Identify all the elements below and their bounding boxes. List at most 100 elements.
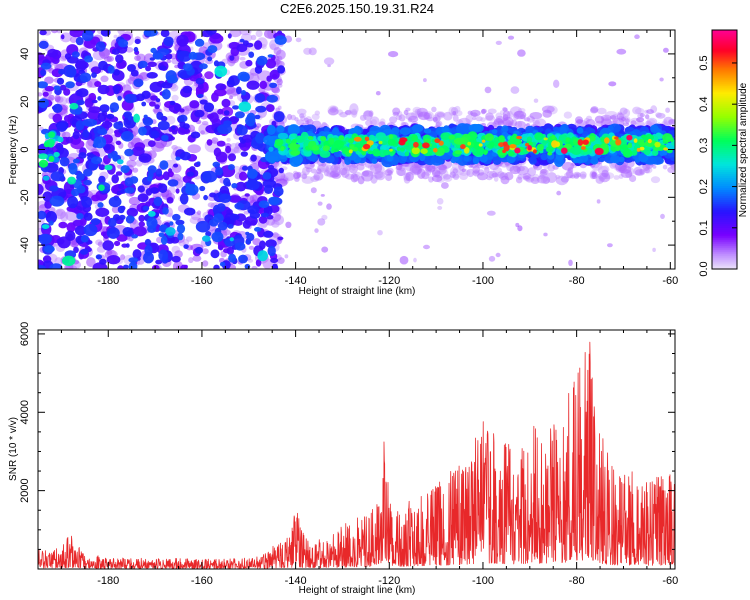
spectrogram-cell <box>256 55 268 66</box>
x-tick-label: -60 <box>662 575 678 587</box>
spectrogram-cell <box>217 124 233 135</box>
spectrogram-cell <box>509 144 517 149</box>
spectrogram-cell <box>653 146 659 151</box>
snr-series-line <box>38 341 675 569</box>
spectrogram-cell <box>117 30 125 35</box>
spectrogram-cell <box>265 239 277 248</box>
spectrogram-heatmap <box>38 30 675 269</box>
spectrogram-cell <box>259 240 266 250</box>
spectrogram-cell <box>218 245 224 251</box>
spectrogram-cell <box>122 227 133 237</box>
spectrogram-cell <box>196 161 201 165</box>
spectrogram-cell <box>259 80 268 90</box>
spectrogram-cell <box>403 109 409 116</box>
spectrogram-cell <box>372 148 381 157</box>
spectrogram-cell <box>366 140 374 146</box>
spectrogram-cell <box>430 155 444 166</box>
colorbar-step <box>712 83 737 87</box>
spectrogram-cell <box>125 243 130 248</box>
spectrogram-cell <box>117 159 124 165</box>
spectrogram-cell <box>268 196 280 205</box>
spectrogram-cell <box>475 116 483 122</box>
spectrogram-cell <box>547 163 555 172</box>
spectrogram-cell <box>58 221 68 229</box>
colorbar-step <box>712 231 737 234</box>
colorbar-step <box>712 177 737 180</box>
spectrogram-cell <box>39 30 47 36</box>
spectrogram-cell <box>273 186 284 197</box>
colorbar-step <box>712 253 737 256</box>
spectrogram-cell <box>319 149 331 158</box>
spectrogram-cell <box>258 215 268 224</box>
colorbar-tick-label: 0.3 <box>698 138 710 153</box>
spectrogram-cell <box>387 138 396 146</box>
spectrogram-cell <box>161 134 169 142</box>
spectrogram-cell <box>209 112 219 123</box>
colorbar-step <box>712 235 737 238</box>
spectrogram-cell <box>213 264 220 269</box>
spectrogram-cell <box>207 45 218 54</box>
spectrogram-cell <box>321 162 327 167</box>
spectrogram-cell <box>99 104 110 113</box>
spectrogram-cell <box>272 264 279 269</box>
spectrogram-cell <box>484 166 490 174</box>
spectrogram-cell <box>327 108 339 116</box>
spectrogram-cell <box>285 221 292 228</box>
spectrogram-cell <box>269 69 280 80</box>
y-tick-label: 20 <box>19 96 31 108</box>
spectrogram-cell <box>484 86 492 94</box>
spectrogram-cell <box>551 140 558 148</box>
spectrogram-cell <box>291 138 297 145</box>
spectrogram-cell <box>411 147 420 155</box>
colorbar-step <box>712 191 737 194</box>
spectrogram-cell <box>254 65 263 74</box>
spectrogram-cell <box>323 169 330 177</box>
spectrogram-cell <box>90 218 101 226</box>
spectrogram-cell <box>431 139 436 143</box>
colorbar-step <box>712 31 737 35</box>
spectrogram-cell <box>166 59 172 64</box>
colorbar-step <box>712 53 737 57</box>
spectrogram-cell <box>320 136 327 142</box>
spectrogram-cell <box>124 148 134 157</box>
spectrogram-cell <box>104 164 113 171</box>
x-tick-label: -140 <box>285 575 307 587</box>
spectrogram-cell <box>266 75 273 82</box>
spectrogram-cell <box>76 88 89 98</box>
spectrogram-cell <box>250 34 257 41</box>
spectrogram-cell <box>639 141 646 147</box>
spectrogram-cell <box>98 60 108 71</box>
colorbar-step <box>712 97 737 101</box>
spectrogram-cell <box>223 110 230 116</box>
spectrogram-cell <box>255 259 262 267</box>
spectrogram-cell <box>245 239 251 245</box>
spectrogram-cell <box>265 104 275 113</box>
spectrogram-cell <box>229 213 240 221</box>
spectrogram-cell <box>106 255 121 265</box>
spectrogram-cell <box>72 219 84 227</box>
spectrogram-cell <box>115 54 124 64</box>
spectrogram-cell <box>247 205 260 215</box>
colorbar-step <box>712 67 737 71</box>
spectrogram-cell <box>528 156 537 165</box>
spectrogram-cell <box>438 140 444 146</box>
spectrogram-cell <box>221 98 231 108</box>
x-tick-label: -180 <box>97 275 119 287</box>
spectrogram-cell <box>371 158 378 164</box>
spectrogram-cell <box>437 205 443 210</box>
spectrogram-cell <box>556 190 562 196</box>
spectrogram-cell <box>353 136 362 142</box>
spectrogram-cell <box>236 43 248 53</box>
spectrogram-cell <box>634 34 640 39</box>
spectrogram-cell <box>328 137 335 145</box>
spectrogram-cell <box>251 265 258 269</box>
spectrogram-cell <box>58 68 66 75</box>
spectrogram-cell <box>206 139 213 146</box>
spectrogram-cell <box>456 123 469 135</box>
spectrogram-cell <box>69 30 84 38</box>
spectrogram-cell <box>125 47 134 53</box>
colorbar-step <box>712 81 737 85</box>
colorbar-step <box>712 131 737 135</box>
spectrogram-cell <box>52 113 63 124</box>
spectrogram-cell <box>185 182 191 188</box>
